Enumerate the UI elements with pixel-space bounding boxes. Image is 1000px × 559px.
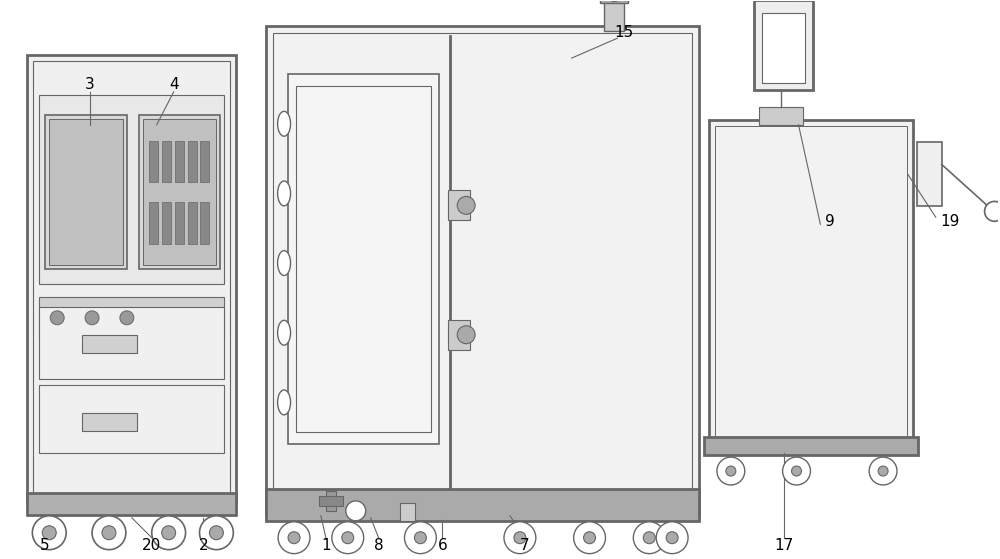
Bar — [709, 120, 913, 443]
Circle shape — [514, 532, 526, 544]
Circle shape — [92, 516, 126, 549]
Circle shape — [342, 532, 354, 544]
Bar — [188, 202, 197, 244]
Ellipse shape — [278, 390, 291, 415]
Bar — [82, 335, 137, 353]
Bar — [49, 119, 123, 265]
Text: 20: 20 — [142, 538, 161, 553]
Circle shape — [606, 0, 622, 1]
Ellipse shape — [278, 111, 291, 136]
Circle shape — [162, 526, 176, 539]
Circle shape — [332, 522, 364, 553]
Text: 6: 6 — [437, 538, 447, 553]
Circle shape — [32, 516, 66, 549]
Text: 4: 4 — [169, 78, 178, 92]
Bar — [139, 115, 220, 269]
Circle shape — [278, 522, 310, 553]
Text: 5: 5 — [39, 538, 49, 553]
Circle shape — [152, 516, 186, 549]
Circle shape — [404, 522, 436, 553]
Circle shape — [584, 532, 596, 544]
Bar — [200, 141, 209, 182]
Bar — [266, 26, 699, 516]
Bar — [448, 191, 470, 220]
Bar — [175, 202, 184, 244]
Circle shape — [200, 516, 233, 549]
Text: 3: 3 — [85, 78, 95, 92]
Bar — [27, 493, 236, 515]
Bar — [200, 202, 209, 244]
Circle shape — [50, 311, 64, 325]
Circle shape — [346, 501, 366, 521]
Circle shape — [985, 201, 1000, 221]
Bar — [266, 489, 699, 521]
Circle shape — [85, 311, 99, 325]
Text: 19: 19 — [940, 214, 959, 229]
Circle shape — [656, 522, 688, 553]
Bar — [448, 320, 470, 349]
Circle shape — [726, 466, 736, 476]
Bar — [759, 107, 803, 125]
Circle shape — [878, 466, 888, 476]
Text: 15: 15 — [615, 25, 634, 40]
Circle shape — [288, 532, 300, 544]
Circle shape — [102, 526, 116, 539]
Circle shape — [209, 526, 223, 539]
Circle shape — [457, 326, 475, 344]
Bar — [604, 1, 624, 31]
Ellipse shape — [278, 181, 291, 206]
Text: 7: 7 — [520, 538, 530, 553]
Circle shape — [783, 457, 810, 485]
Bar — [39, 297, 224, 339]
Bar — [39, 95, 224, 284]
Bar — [162, 141, 171, 182]
Bar — [600, 0, 628, 3]
Bar — [319, 496, 343, 506]
Bar — [72, 309, 167, 331]
Circle shape — [717, 457, 745, 485]
Circle shape — [792, 466, 801, 476]
Text: 1: 1 — [321, 538, 331, 553]
Ellipse shape — [278, 320, 291, 345]
Bar — [917, 141, 942, 206]
Circle shape — [120, 311, 134, 325]
Ellipse shape — [278, 250, 291, 276]
Circle shape — [457, 196, 475, 214]
Text: 8: 8 — [374, 538, 383, 553]
Bar — [162, 202, 171, 244]
Bar — [175, 141, 184, 182]
Bar — [82, 413, 137, 431]
Bar — [715, 126, 907, 437]
Bar — [39, 386, 224, 453]
Bar — [762, 13, 805, 83]
Bar — [754, 1, 813, 90]
Circle shape — [666, 532, 678, 544]
Bar — [149, 141, 158, 182]
Bar — [149, 202, 158, 244]
Circle shape — [633, 522, 665, 553]
Text: 9: 9 — [825, 214, 835, 229]
Bar — [273, 33, 692, 509]
Bar — [296, 86, 431, 432]
Text: 2: 2 — [199, 538, 208, 553]
Bar — [33, 61, 230, 497]
Bar — [288, 74, 439, 444]
Circle shape — [574, 522, 605, 553]
Bar — [326, 491, 336, 511]
Text: 17: 17 — [774, 538, 793, 553]
Bar — [39, 307, 224, 378]
Circle shape — [643, 532, 655, 544]
Circle shape — [504, 522, 536, 553]
Bar — [400, 503, 415, 521]
Bar — [704, 437, 918, 455]
Circle shape — [414, 532, 426, 544]
Bar — [143, 119, 216, 265]
Bar — [188, 141, 197, 182]
Circle shape — [869, 457, 897, 485]
Bar — [45, 115, 127, 269]
Bar — [27, 55, 236, 503]
Circle shape — [42, 526, 56, 539]
